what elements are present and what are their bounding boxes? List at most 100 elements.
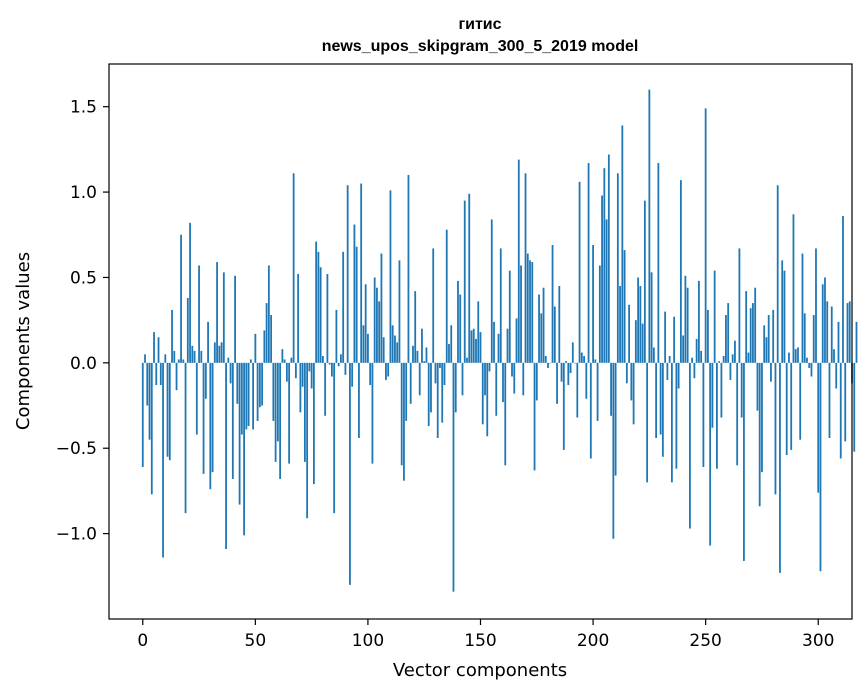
- bar-273: [756, 362, 759, 411]
- bar-124: [421, 328, 423, 363]
- bar-292: [799, 362, 802, 440]
- bar-162: [506, 328, 509, 363]
- bar-160: [502, 362, 504, 403]
- bar-120: [412, 345, 414, 363]
- bar-29: [207, 321, 209, 363]
- bar-188: [565, 361, 567, 363]
- bar-142: [461, 362, 464, 396]
- bar-58: [272, 362, 275, 421]
- bar-259: [725, 315, 727, 363]
- bar-190: [569, 362, 572, 374]
- bar-262: [731, 354, 734, 363]
- bar-155: [490, 219, 493, 363]
- bar-47: [247, 362, 250, 427]
- bar-1: [144, 354, 146, 363]
- bar-274: [758, 362, 761, 507]
- bar-145: [468, 193, 471, 363]
- bar-136: [448, 344, 450, 363]
- bar-130: [434, 362, 437, 384]
- bar-2: [146, 362, 149, 406]
- bar-304: [826, 301, 829, 363]
- bar-109: [387, 362, 390, 377]
- bar-138: [452, 362, 455, 592]
- bar-253: [711, 362, 714, 428]
- bar-112: [394, 335, 396, 363]
- bar-211: [616, 173, 619, 363]
- bar-192: [574, 362, 576, 364]
- bar-74: [308, 362, 311, 372]
- bar-7: [157, 337, 160, 363]
- bar-73: [306, 362, 309, 519]
- bar-4: [150, 362, 153, 495]
- bar-218: [632, 362, 635, 425]
- bar-115: [400, 362, 403, 466]
- bar-197: [585, 362, 588, 399]
- bar-20: [186, 297, 189, 363]
- bar-128: [430, 362, 432, 413]
- bar-49: [252, 362, 254, 430]
- bar-89: [342, 251, 345, 363]
- bar-270: [749, 308, 752, 363]
- bar-312: [844, 362, 847, 442]
- bar-27: [202, 362, 205, 474]
- bar-104: [376, 287, 378, 363]
- bar-306: [830, 306, 833, 363]
- bar-228: [655, 362, 658, 438]
- bar-100: [367, 333, 369, 363]
- bar-86: [335, 309, 338, 363]
- x-tick-label: 50: [245, 631, 267, 651]
- bar-217: [630, 362, 633, 401]
- bar-123: [418, 362, 421, 396]
- bar-295: [806, 357, 808, 363]
- bar-183: [553, 306, 556, 363]
- bar-33: [216, 262, 218, 363]
- bar-226: [650, 272, 653, 363]
- bar-119: [409, 362, 412, 404]
- bar-26: [200, 350, 203, 363]
- bar-90: [344, 362, 347, 375]
- bar-0: [141, 362, 144, 468]
- bar-102: [371, 362, 374, 464]
- bar-256: [718, 361, 721, 363]
- bar-67: [292, 173, 295, 363]
- bar-246: [695, 338, 698, 363]
- bar-180: [547, 362, 549, 368]
- bar-156: [493, 321, 495, 363]
- bar-106: [380, 253, 383, 363]
- bar-241: [684, 275, 687, 363]
- bar-111: [391, 325, 394, 363]
- bar-31: [211, 362, 214, 473]
- bar-3: [148, 362, 151, 440]
- bar-193: [576, 362, 579, 418]
- bar-129: [432, 248, 435, 363]
- bar-19: [184, 362, 187, 514]
- bar-243: [688, 362, 691, 529]
- bar-251: [707, 309, 709, 363]
- bar-236: [673, 316, 676, 363]
- bar-249: [702, 362, 705, 468]
- bar-79: [319, 267, 322, 363]
- bar-54: [263, 330, 266, 363]
- bar-195: [580, 352, 583, 363]
- bar-64: [285, 362, 288, 382]
- bar-167: [517, 159, 520, 363]
- bar-268: [745, 291, 748, 363]
- bar-181: [549, 362, 552, 364]
- bar-12: [168, 362, 171, 461]
- bar-141: [459, 294, 462, 363]
- bar-171: [526, 253, 529, 363]
- bar-121: [414, 291, 417, 363]
- bar-252: [709, 362, 712, 546]
- bars-group: [141, 89, 858, 592]
- bar-248: [700, 350, 703, 363]
- bar-284: [781, 260, 784, 363]
- bar-6: [155, 362, 158, 386]
- bar-134: [443, 362, 446, 386]
- bar-15: [175, 362, 178, 391]
- bar-285: [783, 270, 786, 363]
- bar-187: [562, 362, 565, 450]
- bar-116: [403, 362, 405, 481]
- bar-221: [639, 286, 642, 363]
- bar-185: [558, 286, 561, 363]
